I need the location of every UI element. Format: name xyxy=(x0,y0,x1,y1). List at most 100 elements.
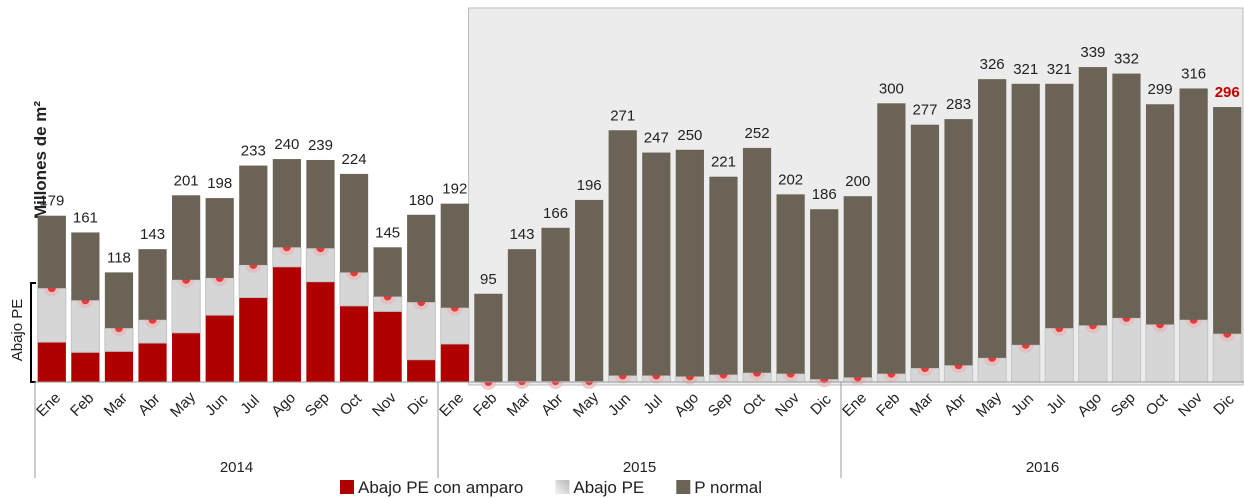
total-label: 180 xyxy=(409,192,434,209)
y-axis-label: Millones de m² xyxy=(31,101,50,219)
bar-segment xyxy=(272,266,301,382)
bar-segment xyxy=(1011,83,1040,345)
total-label: 233 xyxy=(241,143,266,160)
bar-segment xyxy=(306,281,335,382)
bar-segment xyxy=(1212,333,1242,383)
total-label: 296 xyxy=(1215,84,1240,101)
total-label: 300 xyxy=(879,80,904,97)
x-tick-label: May xyxy=(570,388,602,420)
x-tick-label: Jul xyxy=(640,392,666,418)
bar-segment xyxy=(474,293,503,382)
bar-segment xyxy=(1179,319,1209,383)
bar-segment xyxy=(306,159,335,249)
total-label: 166 xyxy=(543,205,568,222)
x-tick-label: Jun xyxy=(202,390,231,419)
x-tick-label: Oct xyxy=(1143,390,1172,419)
bar-segment xyxy=(1145,323,1175,383)
x-tick-label: Feb xyxy=(470,390,500,420)
bar-segment xyxy=(205,198,234,278)
bar-segment xyxy=(978,79,1007,358)
total-label: 95 xyxy=(480,271,497,288)
total-label: 247 xyxy=(644,130,669,147)
bar-segment xyxy=(944,119,973,366)
bar-segment xyxy=(1179,88,1208,320)
legend-label: P normal xyxy=(694,478,762,497)
x-tick-label: Jun xyxy=(1008,390,1037,419)
bar-segment xyxy=(37,287,67,343)
x-tick-label: May xyxy=(973,388,1005,420)
bar-segment xyxy=(205,315,234,382)
x-tick-label: Ene xyxy=(33,389,64,420)
bar-segment xyxy=(541,227,570,382)
x-tick-label: Mar xyxy=(504,390,534,420)
x-tick-label: Nov xyxy=(369,389,400,420)
bar-segment xyxy=(742,147,772,373)
bar-segment xyxy=(37,215,66,289)
bar-segment xyxy=(373,247,402,297)
x-tick-label: Abr xyxy=(538,391,567,420)
bar-segment xyxy=(440,203,469,308)
total-label: 186 xyxy=(812,186,837,203)
bar-segment xyxy=(172,332,201,382)
x-tick-label: Abr xyxy=(941,391,970,420)
bar-segment xyxy=(138,249,167,320)
x-tick-label: Ene xyxy=(436,389,467,420)
total-label: 143 xyxy=(140,226,165,243)
legend-label: Abajo PE xyxy=(573,478,644,497)
x-tick-label: Feb xyxy=(67,390,97,420)
x-tick-label: Ago xyxy=(268,389,299,420)
annotation: Abajo PE xyxy=(9,299,26,362)
total-label: 339 xyxy=(1080,44,1105,61)
bar-segment xyxy=(70,299,100,353)
bar-segment xyxy=(910,124,940,369)
total-label: 326 xyxy=(980,56,1005,73)
bar-segment xyxy=(205,277,235,316)
total-label: 250 xyxy=(677,127,702,144)
total-label: 271 xyxy=(610,107,635,124)
bar-segment xyxy=(71,232,100,301)
total-label: 277 xyxy=(912,102,937,119)
bar-segment xyxy=(776,194,805,374)
legend-swatch xyxy=(676,480,691,494)
bar-segment xyxy=(1145,104,1175,325)
x-tick-label: Sep xyxy=(302,389,333,420)
total-label: 224 xyxy=(342,151,367,168)
total-label: 316 xyxy=(1181,65,1206,82)
total-label: 200 xyxy=(845,173,870,190)
bar-segment xyxy=(843,196,872,378)
year-label: 2014 xyxy=(220,459,253,476)
bar-segment xyxy=(71,352,100,382)
total-label: 321 xyxy=(1047,61,1072,78)
x-tick-label: May xyxy=(167,388,199,420)
bar-segment xyxy=(1213,107,1242,334)
bar-segment xyxy=(339,305,369,382)
total-label: 321 xyxy=(1013,61,1038,78)
total-label: 239 xyxy=(308,137,333,154)
bar-segment xyxy=(1112,73,1141,318)
bar-segment xyxy=(239,297,268,382)
x-tick-label: Dic xyxy=(807,391,835,419)
total-label: 196 xyxy=(577,177,602,194)
bar-segment xyxy=(272,159,301,248)
bar-segment xyxy=(104,351,134,382)
bar-segment xyxy=(104,272,134,329)
bar-segment xyxy=(373,311,402,382)
total-label: 221 xyxy=(711,154,736,171)
bar-segment xyxy=(1078,67,1107,326)
total-label: 179 xyxy=(39,193,64,210)
bar-segment xyxy=(575,199,604,382)
bar-segment xyxy=(172,195,201,280)
bar-segment xyxy=(507,249,537,382)
x-tick-label: Ago xyxy=(1074,389,1105,420)
total-label: 143 xyxy=(509,226,534,243)
total-label: 145 xyxy=(375,224,400,241)
x-tick-label: Nov xyxy=(1175,389,1206,420)
x-tick-label: Dic xyxy=(404,391,432,419)
x-tick-label: Jul xyxy=(237,392,263,418)
x-tick-label: Oct xyxy=(337,390,366,419)
legend-label: Abajo PE con amparo xyxy=(358,478,523,497)
bar-segment xyxy=(709,176,738,375)
x-tick-label: Dic xyxy=(1210,391,1238,419)
x-tick-label: Jun xyxy=(605,390,634,419)
